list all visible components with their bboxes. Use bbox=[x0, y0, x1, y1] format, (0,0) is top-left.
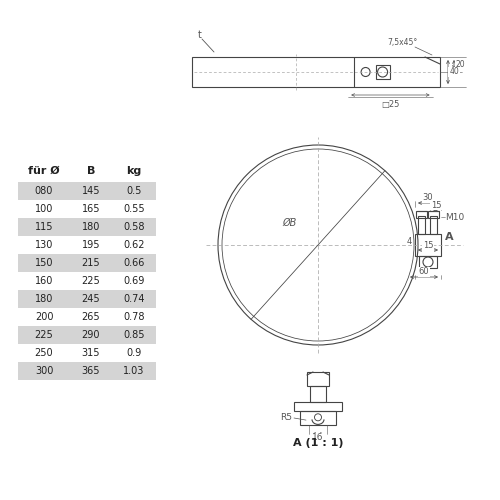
Bar bbox=[376, 65, 390, 79]
Text: 145: 145 bbox=[82, 186, 100, 196]
Text: 115: 115 bbox=[35, 222, 53, 232]
Text: 160: 160 bbox=[35, 276, 53, 286]
Bar bbox=[18, 254, 156, 272]
Text: 180: 180 bbox=[35, 294, 53, 304]
Text: 0.55: 0.55 bbox=[123, 204, 145, 214]
Text: 265: 265 bbox=[82, 312, 100, 322]
Text: 0.78: 0.78 bbox=[123, 312, 145, 322]
Bar bbox=[18, 182, 156, 200]
Text: 165: 165 bbox=[82, 204, 100, 214]
Bar bbox=[18, 326, 156, 344]
Text: 40: 40 bbox=[449, 68, 459, 76]
Text: 290: 290 bbox=[82, 330, 100, 340]
Bar bbox=[418, 216, 425, 234]
Text: 0.58: 0.58 bbox=[123, 222, 145, 232]
Text: 250: 250 bbox=[34, 348, 54, 358]
Text: 30: 30 bbox=[422, 194, 434, 202]
Text: M10: M10 bbox=[445, 212, 464, 222]
Text: t: t bbox=[198, 30, 202, 40]
Text: 180: 180 bbox=[82, 222, 100, 232]
Text: A: A bbox=[445, 232, 454, 242]
Text: 225: 225 bbox=[82, 276, 100, 286]
Bar bbox=[294, 402, 342, 411]
Text: 0.66: 0.66 bbox=[124, 258, 144, 268]
Text: ØB: ØB bbox=[283, 218, 297, 228]
Text: 16: 16 bbox=[312, 434, 324, 442]
Text: 150: 150 bbox=[35, 258, 53, 268]
Text: 130: 130 bbox=[35, 240, 53, 250]
Bar bbox=[307, 372, 329, 386]
Text: 0.62: 0.62 bbox=[123, 240, 145, 250]
Text: kg: kg bbox=[126, 166, 142, 176]
Text: 300: 300 bbox=[35, 366, 53, 376]
Text: 0.69: 0.69 bbox=[124, 276, 144, 286]
Text: 0.85: 0.85 bbox=[123, 330, 145, 340]
Bar bbox=[430, 216, 437, 234]
Text: 0.5: 0.5 bbox=[126, 186, 142, 196]
Text: 200: 200 bbox=[35, 312, 53, 322]
Text: 0.74: 0.74 bbox=[123, 294, 145, 304]
Text: 15: 15 bbox=[423, 242, 433, 250]
Bar bbox=[192, 57, 440, 87]
Bar bbox=[18, 290, 156, 308]
Text: 315: 315 bbox=[82, 348, 100, 358]
Bar bbox=[18, 362, 156, 380]
Text: 365: 365 bbox=[82, 366, 100, 376]
Text: 4: 4 bbox=[407, 236, 412, 246]
Text: 195: 195 bbox=[82, 240, 100, 250]
Bar bbox=[419, 256, 437, 268]
Text: R5: R5 bbox=[280, 414, 292, 422]
Bar bbox=[18, 218, 156, 236]
Bar bbox=[415, 234, 441, 256]
Text: für Ø: für Ø bbox=[28, 166, 60, 176]
Text: 7,5x45°: 7,5x45° bbox=[387, 38, 417, 48]
Text: □25: □25 bbox=[381, 100, 400, 108]
Text: 245: 245 bbox=[82, 294, 100, 304]
Text: 0.9: 0.9 bbox=[126, 348, 142, 358]
Text: 1.03: 1.03 bbox=[124, 366, 144, 376]
Bar bbox=[416, 211, 427, 218]
Text: 20: 20 bbox=[455, 60, 465, 69]
Text: 215: 215 bbox=[82, 258, 100, 268]
Text: B: B bbox=[87, 166, 95, 176]
Bar bbox=[428, 211, 439, 218]
Text: 100: 100 bbox=[35, 204, 53, 214]
Text: 60: 60 bbox=[418, 268, 430, 276]
Text: 15: 15 bbox=[431, 200, 442, 209]
Bar bbox=[300, 411, 336, 425]
Text: A (1 : 1): A (1 : 1) bbox=[293, 438, 343, 448]
Bar bbox=[310, 386, 326, 402]
Text: 080: 080 bbox=[35, 186, 53, 196]
Text: 225: 225 bbox=[34, 330, 54, 340]
